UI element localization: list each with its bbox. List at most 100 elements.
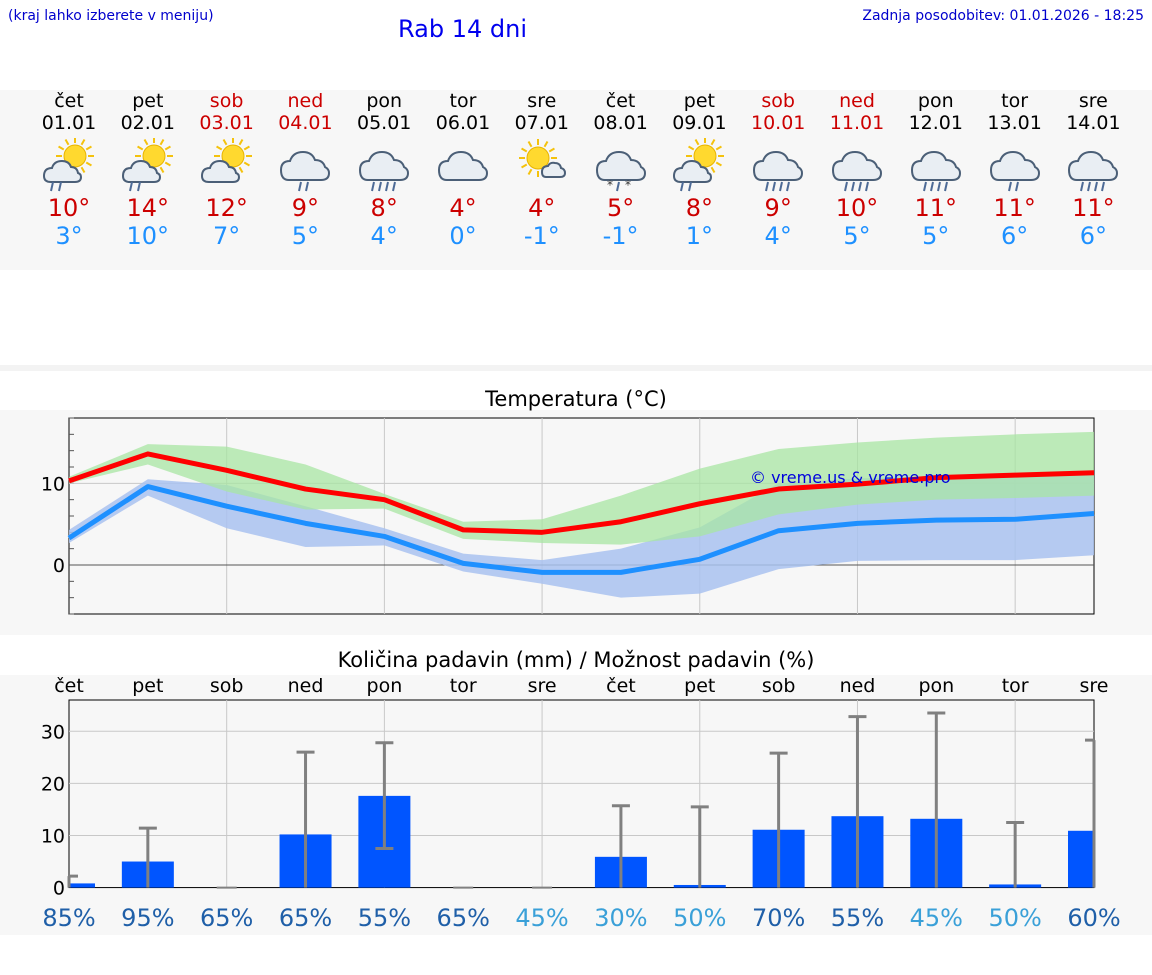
day-column: pon 05.01 8° 4° <box>344 90 424 250</box>
cloud-icon <box>437 150 489 181</box>
day-date: 10.01 <box>750 112 806 134</box>
y-tick-label: 30 <box>41 721 65 743</box>
cloud-light-rain-icon <box>989 150 1040 192</box>
day-name: čet <box>54 90 84 112</box>
watermark: © vreme.us & vreme.pro <box>750 468 951 487</box>
temp-max: 9° <box>764 194 792 222</box>
day-date: 11.01 <box>829 112 885 134</box>
day-date: 08.01 <box>593 112 648 134</box>
temp-min: 4° <box>370 222 398 250</box>
day-name: pon <box>917 90 954 112</box>
temp-max: 4° <box>449 194 477 222</box>
day-column: sob 10.01 9° 4° <box>738 90 818 250</box>
cloud-sleet-icon: * * <box>595 150 646 192</box>
category-label: čet <box>54 675 84 697</box>
day-date: 01.01 <box>41 112 97 134</box>
temperature-chart: 0 10 © vreme.us & vreme.pro <box>41 417 1095 615</box>
probability-label: 50% <box>673 904 726 932</box>
temp-min: 4° <box>764 222 792 250</box>
temp-max: 8° <box>685 194 714 222</box>
day-date: 09.01 <box>672 112 727 134</box>
cloud-rain-icon <box>359 150 410 192</box>
category-label: sre <box>528 675 557 697</box>
max-range-band <box>69 431 1094 545</box>
spacer <box>0 270 1152 365</box>
temp-max: 10° <box>47 194 91 222</box>
temp-max: 14° <box>126 194 170 222</box>
day-column: ned 04.01 9° 5° <box>265 90 345 250</box>
min-temp-line <box>67 484 1095 575</box>
day-name: tor <box>449 90 477 112</box>
day-date: 04.01 <box>278 112 333 134</box>
precipitation-chart-title: Količina padavin (mm) / Možnost padavin … <box>337 648 815 672</box>
temp-max: 11° <box>914 194 958 222</box>
day-name: ned <box>839 90 875 112</box>
temp-min: 1° <box>685 222 714 250</box>
day-date: 03.01 <box>199 112 254 134</box>
probability-label: 85% <box>42 904 95 932</box>
day-column: sre 14.01 11° 6° <box>1053 90 1133 250</box>
day-name: pet <box>683 90 715 112</box>
probability-label: 65% <box>437 904 490 932</box>
day-column: pet 02.01 14° 10° <box>108 90 188 250</box>
precip-bar <box>69 883 95 888</box>
temp-min: 10° <box>126 222 170 250</box>
category-label: ned <box>288 675 324 697</box>
probability-label: 55% <box>831 904 884 932</box>
day-date: 12.01 <box>908 112 963 134</box>
sun-cloud-rain-icon <box>673 138 725 192</box>
day-name: tor <box>1001 90 1029 112</box>
divider <box>0 365 1152 371</box>
y-tick-label: 10 <box>41 473 65 495</box>
max-temp-line <box>68 451 1095 535</box>
category-label: tor <box>1002 675 1029 697</box>
category-label: sob <box>762 675 796 697</box>
temp-max: 11° <box>993 194 1036 222</box>
precipitation-chart: 0 10 20 30 čet pet sob ned pon tor sre čet pet sob ned… <box>41 675 1121 932</box>
day-date: 13.01 <box>987 112 1042 134</box>
temp-max: 11° <box>1072 194 1115 222</box>
temp-min: 5° <box>291 222 320 250</box>
temperature-chart-title: Temperatura (°C) <box>485 387 667 411</box>
region-hint: (kraj lahko izberete v meniju) <box>8 8 214 24</box>
day-name: čet <box>605 90 636 112</box>
day-column: tor 06.01 4° 0° <box>423 90 503 250</box>
day-date: 07.01 <box>514 112 569 134</box>
probability-label: 50% <box>988 904 1041 932</box>
temp-max: 9° <box>291 194 320 222</box>
day-date: 05.01 <box>356 112 412 134</box>
category-label: pon <box>367 675 403 697</box>
category-label: čet <box>606 675 636 697</box>
probability-label: 60% <box>1067 904 1120 932</box>
day-name: pet <box>132 90 164 112</box>
temp-min: 3° <box>55 222 83 250</box>
day-name: pon <box>366 90 403 112</box>
y-tick-label: 20 <box>41 773 65 795</box>
cloud-rain-icon <box>753 150 804 192</box>
probability-label: 45% <box>910 904 963 932</box>
category-label: pet <box>684 675 715 697</box>
category-label: ned <box>840 675 876 697</box>
temp-min: -1° <box>602 222 639 250</box>
day-column: čet 01.01 10° 3° <box>29 90 109 250</box>
probability-label: 95% <box>121 904 174 932</box>
temp-min: 7° <box>212 222 241 250</box>
precip-bar <box>1068 830 1094 888</box>
sun-small-cloud-icon <box>518 139 566 178</box>
probability-label: 70% <box>752 904 805 932</box>
cloud-light-rain-icon <box>280 150 331 192</box>
temp-min: 6° <box>1000 222 1029 250</box>
daily-forecast-strip: čet 01.01 10° 3° pet 02.01 14° 10° sob 03.01 12° 7°… <box>0 90 1152 270</box>
probability-label: 55% <box>358 904 411 932</box>
temp-max: 4° <box>528 194 556 222</box>
category-label: sob <box>210 675 244 697</box>
day-column: tor 13.01 11° 6° <box>975 90 1055 250</box>
category-label: sre <box>1080 675 1109 697</box>
svg-text:*: * <box>625 178 631 192</box>
cloud-rain-icon <box>1068 150 1119 192</box>
day-column: ned 11.01 10° 5° <box>817 90 897 250</box>
day-column: sre 07.01 4° -1° <box>502 90 582 250</box>
day-date: 02.01 <box>120 112 175 134</box>
day-name: ned <box>287 90 324 112</box>
y-tick-label: 10 <box>41 825 65 847</box>
